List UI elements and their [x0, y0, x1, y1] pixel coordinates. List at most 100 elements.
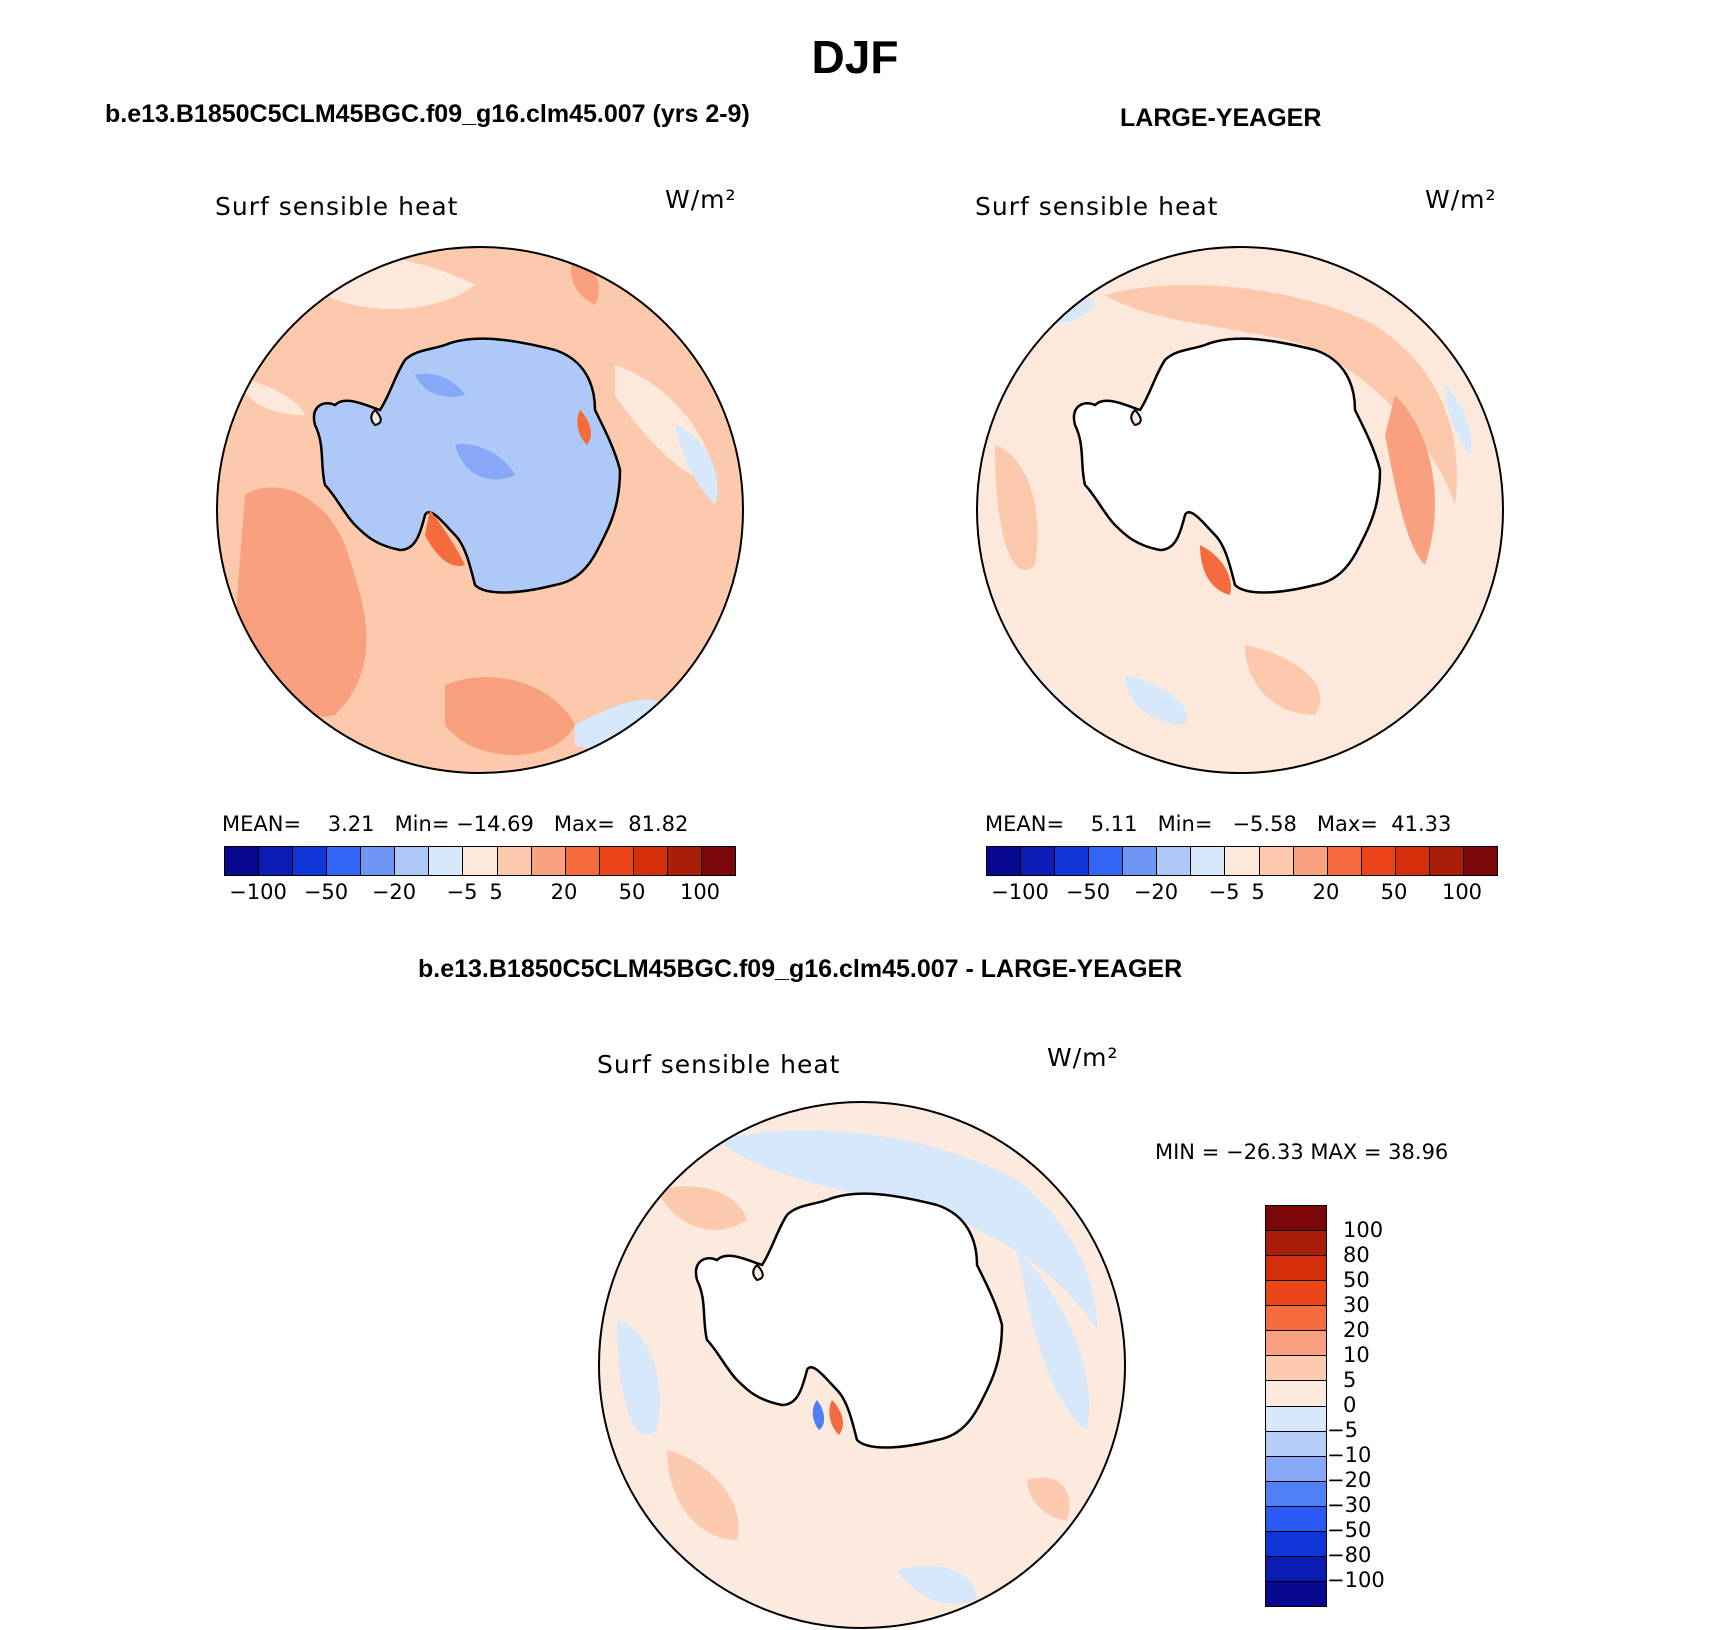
panel1-colorbar-swatch [361, 847, 396, 875]
panel1-neutral-region [235, 375, 305, 415]
panel3-colorbar-tick-label: 10 [1343, 1343, 1370, 1367]
panel2-colorbar-swatch [1361, 847, 1396, 875]
panel2-colorbar-swatch [1021, 847, 1056, 875]
panel1-units: W/m² [665, 185, 737, 214]
panel1-colorbar-tick-label: 5 [489, 880, 503, 904]
panel2-colorbar-swatch [1293, 847, 1328, 875]
panel1-warm-region [445, 677, 575, 755]
panel2-colorbar-ticks: −100 −50 −20 −5 5 20 50 100 [986, 880, 1496, 908]
panel3-colorbar-tick-label: −50 [1327, 1518, 1372, 1542]
panel3-colorbar-swatch [1266, 1355, 1326, 1381]
panel3-colorbar-tick-label: 20 [1343, 1318, 1370, 1342]
panel3-colorbar [1265, 1205, 1327, 1607]
panel3-colorbar-swatch [1266, 1380, 1326, 1406]
panel2-warm-region [1105, 285, 1457, 505]
panel2-colorbar-tick-label: −5 [1208, 880, 1240, 904]
panel2-polar-map [976, 246, 1504, 774]
panel1-colorbar-swatch [463, 847, 498, 875]
panel3-colorbar-tick-label: −100 [1327, 1568, 1385, 1592]
panel2-hot-spot [1200, 545, 1231, 595]
panel1-polar-map [216, 246, 744, 774]
panel3-colorbar-swatch [1266, 1255, 1326, 1281]
panel2-antarctica-landmass [1072, 337, 1382, 594]
panel2-colorbar-swatch [987, 847, 1022, 875]
panel3-colorbar-tick-label: 80 [1343, 1243, 1370, 1267]
panel2-colorbar-tick-label: −50 [1065, 880, 1111, 904]
panel3-hot-spot [829, 1400, 843, 1435]
panel3-colorbar-tick-label: 50 [1343, 1268, 1370, 1292]
panel3-colorbar-swatch [1266, 1330, 1326, 1356]
panel1-warm-region [235, 487, 367, 717]
panel3-colorbar-tick-label: −80 [1327, 1543, 1372, 1567]
panel1-colorbar-swatch [259, 847, 294, 875]
panel3-colorbar-tick-label: −20 [1327, 1468, 1372, 1492]
panel1-colorbar-swatch [701, 847, 735, 875]
panel1-hot-spot [577, 410, 591, 445]
panel2-stats: MEAN= 5.11 Min= −5.58 Max= 41.33 [985, 812, 1452, 836]
panel2-colorbar-swatch [1089, 847, 1124, 875]
panel1-colorbar-tick-label: −100 [229, 880, 287, 904]
panel1-colorbar-swatch [531, 847, 566, 875]
panel3-run-title: b.e13.B1850C5CLM45BGC.f09_g16.clm45.007 … [418, 955, 1183, 983]
panel2-map-border [976, 246, 1504, 774]
panel2-colorbar-tick-label: 20 [1312, 880, 1340, 904]
panel1-colorbar-swatch [565, 847, 600, 875]
panel3-colorbar-tick-label: 30 [1343, 1293, 1370, 1317]
panel1-map-border [216, 246, 744, 774]
panel2-colorbar-swatch [1395, 847, 1430, 875]
panel2-colorbar-swatch [1225, 847, 1260, 875]
panel3-colorbar-swatch [1266, 1305, 1326, 1331]
panel3-negative-region [897, 1566, 977, 1604]
panel1-run-title: b.e13.B1850C5CLM45BGC.f09_g16.clm45.007 … [105, 100, 750, 128]
panel1-stats: MEAN= 3.21 Min= −14.69 Max= 81.82 [222, 812, 689, 836]
panel2-warm-region [995, 445, 1038, 570]
panel1-colorbar-tick-label: −5 [446, 880, 478, 904]
panel3-negative-region [717, 1130, 1097, 1330]
panel2-warm-region [1245, 645, 1321, 715]
panel1-peninsula-detail [370, 408, 382, 427]
panel3-colorbar-ticks: 100 80 50 30 20 10 5 0 −5 −10 −20 −30 −50 −80 −100 [1327, 1205, 1415, 1605]
panel1-colorbar-swatch [293, 847, 328, 875]
panel3-antarctica-landmass [694, 1192, 1004, 1449]
panel1-ice-dark-region [455, 444, 515, 480]
panel3-colorbar-swatch [1266, 1580, 1326, 1606]
panel1-colorbar-swatch [633, 847, 668, 875]
panel3-colorbar-swatch [1266, 1530, 1326, 1556]
panel1-colorbar-swatch [667, 847, 702, 875]
panel3-polar-map [598, 1101, 1126, 1629]
panel3-colorbar-swatch [1266, 1480, 1326, 1506]
panel3-colorbar-tick-label: −30 [1327, 1493, 1372, 1517]
panel3-colorbar-tick-label: 5 [1343, 1368, 1357, 1392]
panel3-colorbar-tick-label: −5 [1327, 1418, 1358, 1442]
panel3-negative-region [617, 1320, 660, 1436]
panel1-colorbar-ticks: −100 −50 −20 −5 5 20 50 100 [224, 880, 734, 908]
panel1-colorbar-tick-label: 50 [618, 880, 646, 904]
panel1-variable-label: Surf sensible heat [215, 192, 459, 221]
panel2-colorbar-swatch [1463, 847, 1497, 875]
panel3-colorbar-tick-label: 0 [1343, 1393, 1357, 1417]
panel2-colorbar-swatch [1327, 847, 1362, 875]
panel3-warm-region [1027, 1477, 1070, 1520]
panel2-warm-region [1385, 395, 1435, 565]
panel2-colorbar-swatch [1123, 847, 1158, 875]
figure-title: DJF [811, 31, 899, 83]
panel1-colorbar [224, 846, 736, 876]
panel1-colorbar-tick-label: 20 [550, 880, 578, 904]
panel3-colorbar-swatch [1266, 1230, 1326, 1256]
panel2-run-title: LARGE-YEAGER [1120, 104, 1322, 132]
panel2-variable-label: Surf sensible heat [975, 192, 1219, 221]
panel3-colorbar-swatch [1266, 1455, 1326, 1481]
panel3-colorbar-swatch [1266, 1505, 1326, 1531]
panel2-colorbar-swatch [1191, 847, 1226, 875]
panel2-peninsula-detail [1130, 408, 1142, 427]
panel3-peninsula-detail [752, 1263, 764, 1282]
panel1-colorbar-tick-label: −50 [303, 880, 349, 904]
panel2-colorbar-tick-label: −20 [1133, 880, 1179, 904]
panel2-colorbar-swatch [1259, 847, 1294, 875]
panel3-units: W/m² [1047, 1043, 1119, 1072]
panel2-colorbar-tick-label: 100 [1441, 880, 1483, 904]
panel3-negative-region [1017, 1250, 1089, 1430]
panel2-negative-region [1125, 675, 1187, 725]
panel1-ice-dark-region [415, 373, 465, 397]
panel1-colorbar-swatch [225, 847, 260, 875]
